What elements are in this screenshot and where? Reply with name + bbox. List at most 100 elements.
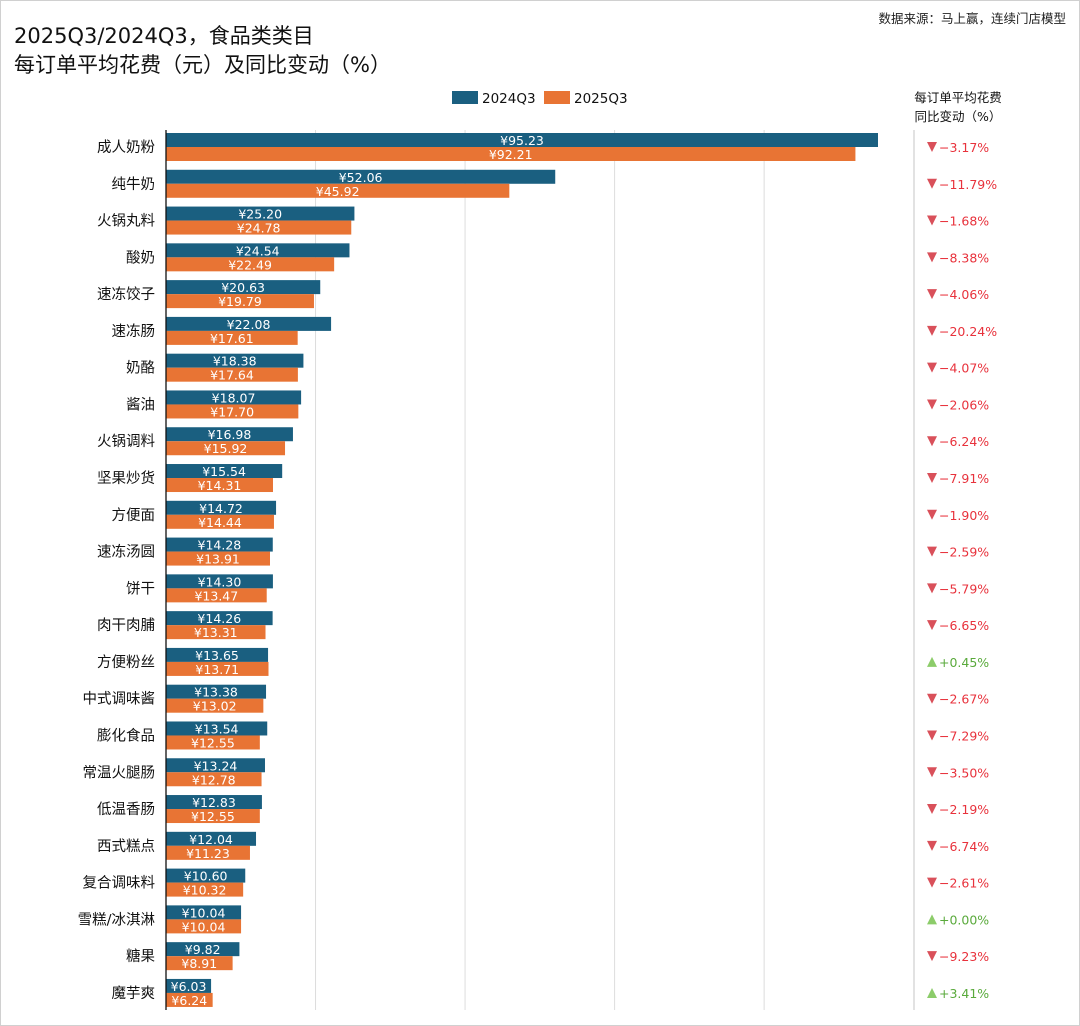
category-label: 低温香肠	[97, 801, 155, 818]
category-label: 速冻汤圆	[97, 543, 155, 561]
up-triangle-icon	[927, 987, 937, 998]
category-label: 酱油	[126, 396, 155, 413]
bar-2025q3	[166, 220, 352, 235]
data-label: ¥10.04	[182, 905, 226, 920]
down-triangle-icon	[927, 142, 937, 152]
category-label: 方便粉丝	[97, 654, 155, 671]
data-label: ¥17.61	[210, 331, 254, 346]
category-label: 膨化食品	[97, 727, 155, 744]
yoy-change-value: +0.00%	[939, 912, 989, 927]
category-label: 火锅丸料	[97, 213, 155, 230]
data-label: ¥6.24	[171, 993, 207, 1008]
bar-2024q3	[166, 905, 242, 920]
category-label: 纯牛奶	[112, 176, 156, 193]
bar-2025q3	[166, 330, 298, 345]
yoy-change-value: −4.07%	[939, 361, 989, 376]
legend: 2024Q3 2025Q3	[452, 91, 628, 107]
yoy-change-value: −9.23%	[939, 949, 989, 964]
category-label: 中式调味酱	[83, 691, 156, 708]
data-label: ¥12.83	[192, 795, 236, 810]
bar-2025q3	[166, 735, 260, 750]
bar-2025q3	[166, 661, 269, 676]
data-label: ¥13.02	[193, 699, 237, 714]
data-label: ¥24.78	[237, 221, 281, 236]
data-label: ¥18.38	[213, 354, 257, 369]
data-label: ¥14.44	[198, 515, 242, 530]
data-label: ¥17.70	[210, 404, 254, 419]
down-triangle-icon	[927, 252, 937, 263]
data-label: ¥11.23	[186, 846, 230, 861]
legend-swatch-2024q3	[452, 91, 478, 104]
bar-2025q3	[166, 478, 273, 493]
category-label: 奶酪	[126, 360, 155, 377]
bar-2025q3	[166, 992, 213, 1007]
data-label: ¥16.98	[208, 427, 252, 442]
bar-2024q3	[166, 427, 293, 442]
data-label: ¥13.65	[195, 648, 239, 663]
bars: ¥95.23¥92.21 ¥52.06¥45.92 ¥25.20¥24.78 ¥24.…	[166, 133, 878, 1008]
bar-2025q3	[166, 257, 335, 272]
data-label: ¥24.54	[236, 243, 280, 258]
bar-2024q3	[166, 574, 273, 589]
down-triangle-icon	[927, 215, 937, 226]
data-label: ¥8.91	[181, 956, 217, 971]
bar-2024q3	[166, 942, 240, 957]
bar-2025q3	[166, 882, 244, 897]
down-triangle-icon	[927, 509, 937, 520]
data-label: ¥10.60	[184, 869, 228, 884]
category-label: 坚果炒货	[97, 470, 155, 487]
data-label: ¥13.47	[194, 588, 238, 603]
down-triangle-icon	[927, 399, 937, 410]
down-triangle-icon	[927, 620, 937, 631]
category-label: 火锅调料	[97, 433, 155, 450]
yoy-change-value: −2.67%	[939, 692, 989, 707]
bar-2024q3	[166, 390, 302, 405]
bar-2024q3	[166, 978, 212, 993]
down-triangle-icon	[927, 473, 937, 484]
category-label: 复合调味料	[83, 874, 156, 892]
category-label: 速冻肠	[112, 322, 156, 340]
data-label: ¥45.92	[316, 184, 360, 199]
category-label: 常温火腿肠	[83, 764, 156, 781]
down-triangle-icon	[927, 767, 937, 778]
category-label: 酸奶	[126, 249, 155, 266]
data-label: ¥15.54	[202, 464, 246, 479]
down-triangle-icon	[927, 546, 937, 557]
gridlines	[315, 130, 915, 1010]
change-header-line1: 每订单平均花费	[914, 90, 1002, 105]
bar-2024q3	[166, 169, 556, 184]
category-label: 糖果	[126, 948, 155, 965]
bar-2025q3	[166, 551, 270, 566]
data-label: ¥9.82	[185, 942, 221, 957]
data-label: ¥13.31	[194, 625, 238, 640]
down-triangle-icon	[927, 804, 937, 815]
yoy-change-value: −7.91%	[939, 471, 989, 486]
bar-2024q3	[166, 684, 267, 699]
source-note: 数据来源：马上赢，连续门店模型	[878, 11, 1066, 26]
yoy-change-value: −11.79%	[939, 177, 997, 192]
yoy-change-value: −3.50%	[939, 765, 989, 780]
legend-swatch-2025q3	[544, 91, 570, 104]
yoy-change-value: −2.59%	[939, 545, 989, 560]
down-triangle-icon	[927, 877, 937, 888]
data-label: ¥13.24	[194, 758, 238, 773]
category-label: 饼干	[126, 580, 155, 597]
bar-2025q3	[166, 919, 242, 934]
category-label: 肉干肉脯	[97, 617, 155, 634]
category-labels: 成人奶粉纯牛奶火锅丸料酸奶速冻饺子速冻肠奶酪酱油火锅调料坚果炒货方便面速冻汤圆饼…	[78, 139, 156, 1002]
down-triangle-icon	[927, 178, 937, 189]
down-triangle-icon	[927, 730, 937, 741]
yoy-change-value: −6.74%	[939, 839, 989, 854]
down-triangle-icon	[927, 840, 937, 851]
bar-2025q3	[166, 294, 314, 309]
data-label: ¥12.55	[191, 809, 235, 824]
data-label: ¥14.72	[199, 501, 243, 516]
bar-2024q3	[166, 206, 355, 221]
category-label: 成人奶粉	[97, 139, 155, 156]
yoy-change-value: −6.24%	[939, 434, 989, 449]
data-label: ¥18.07	[212, 390, 256, 405]
legend-label-2024q3: 2024Q3	[482, 91, 536, 107]
bar-2024q3	[166, 243, 350, 258]
yoy-change-value: −1.68%	[939, 214, 989, 229]
